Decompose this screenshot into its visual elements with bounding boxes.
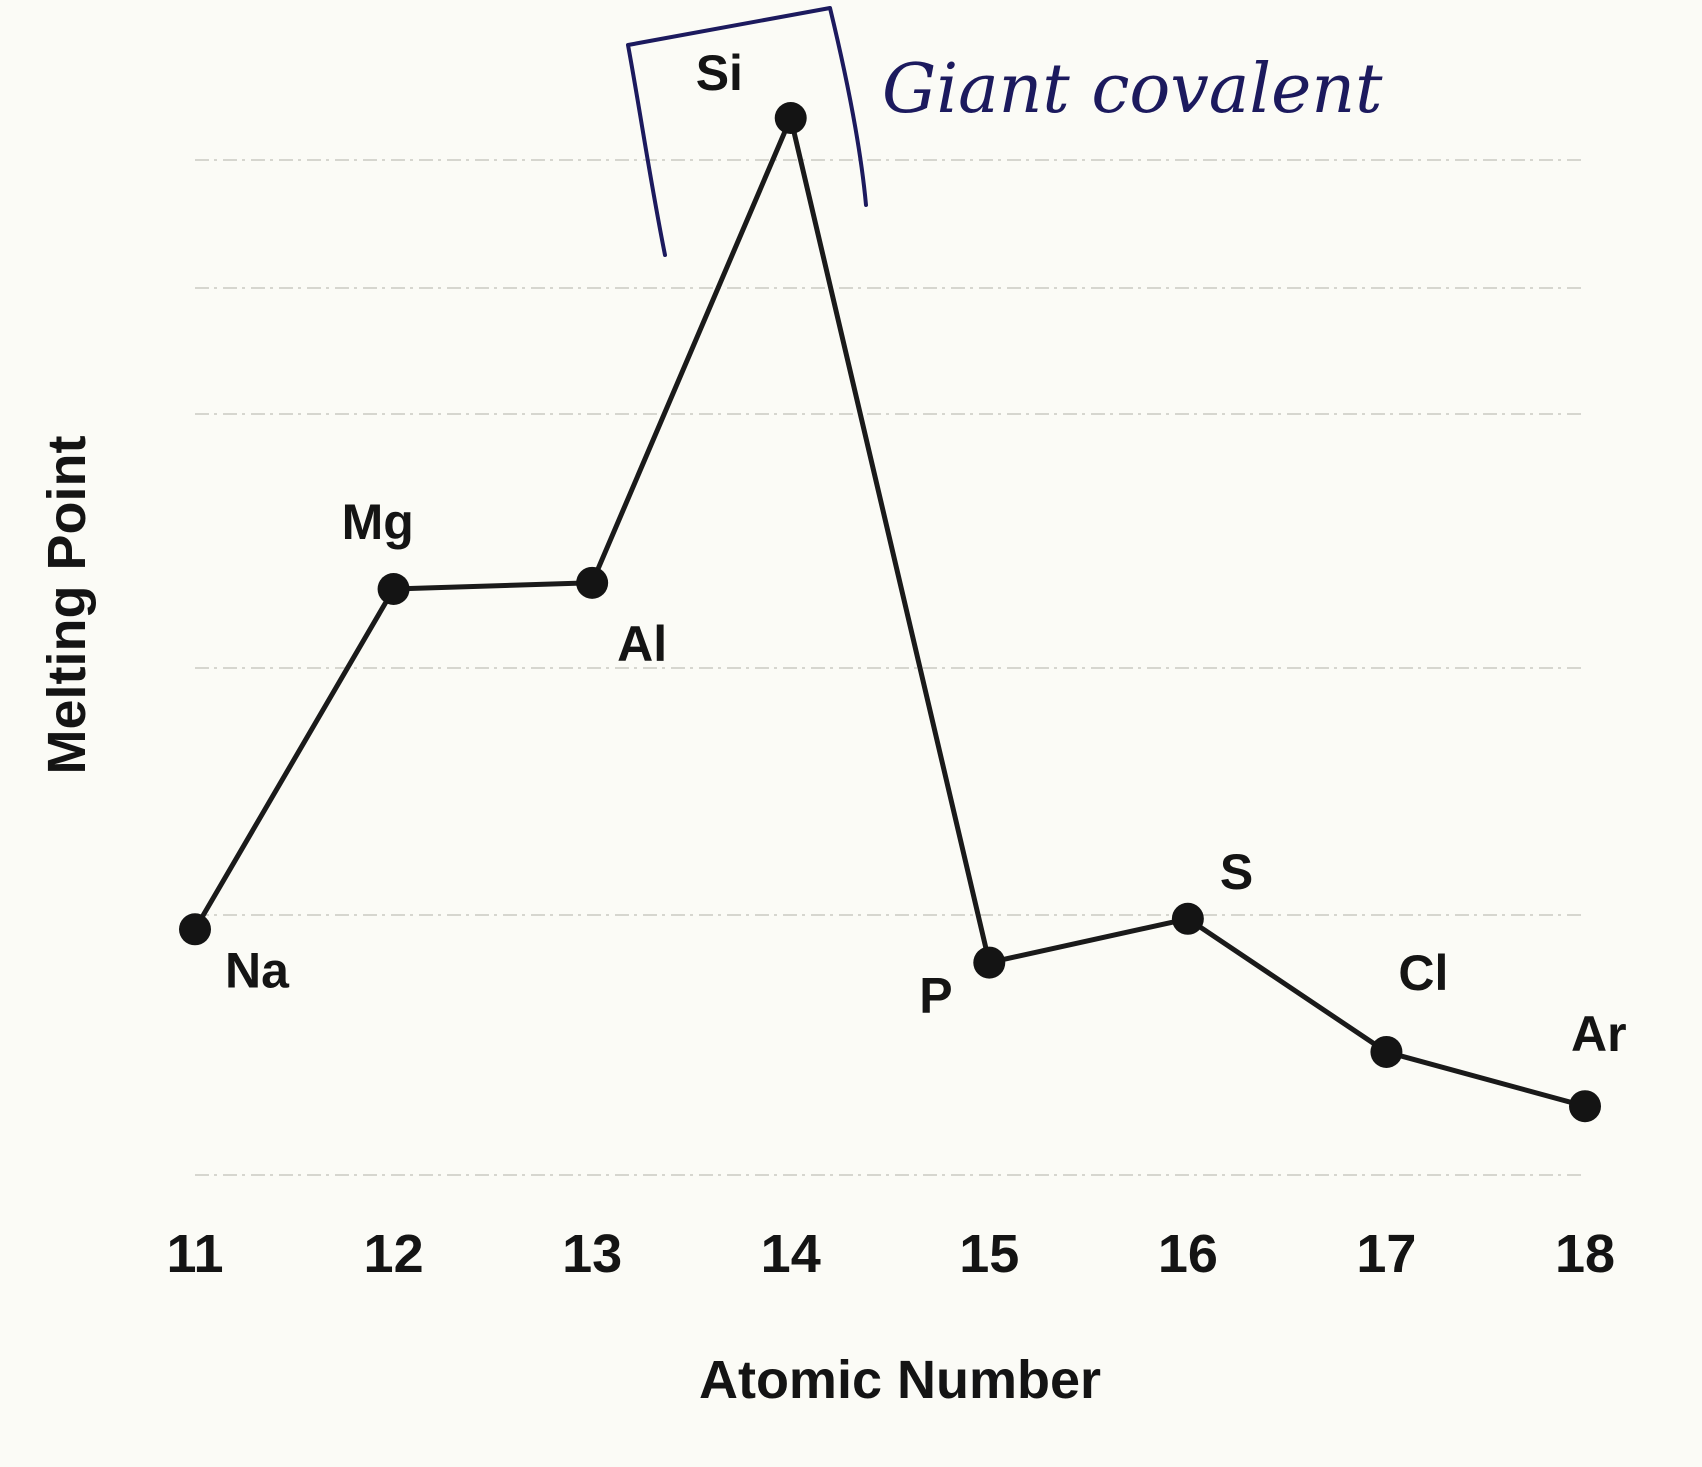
x-axis-label: Atomic Number	[699, 1350, 1101, 1410]
x-tick-labels: 11 12 13 14 15 16 17 18	[166, 1224, 1615, 1284]
data-point-al	[576, 566, 609, 599]
data-point-si	[774, 102, 807, 135]
x-tick-label: 12	[364, 1224, 424, 1284]
point-label-s: S	[1220, 844, 1253, 900]
x-tick-label: 17	[1356, 1224, 1416, 1284]
annotation-bracket	[626, 6, 868, 257]
y-axis-label: Melting Point	[37, 436, 97, 775]
point-label-cl: Cl	[1398, 945, 1448, 1001]
series-line	[192, 115, 1586, 1109]
x-tick-label: 14	[761, 1224, 821, 1284]
data-point-p	[973, 946, 1006, 979]
point-label-al: Al	[617, 616, 667, 672]
point-label-mg: Mg	[342, 494, 414, 550]
annotation: Giant covalent	[626, 6, 1383, 257]
annotation-text: Giant covalent	[882, 50, 1383, 129]
point-label-ar: Ar	[1571, 1006, 1627, 1062]
x-tick-label: 18	[1555, 1224, 1615, 1284]
data-point-mg	[377, 572, 410, 605]
gridlines	[195, 159, 1585, 1176]
x-tick-label: 13	[562, 1224, 622, 1284]
x-tick-label: 11	[166, 1224, 223, 1284]
data-point-s	[1171, 902, 1204, 935]
data-points	[179, 102, 1601, 1123]
point-label-si: Si	[696, 45, 743, 101]
point-label-p: P	[919, 968, 952, 1024]
data-point-cl	[1370, 1035, 1403, 1068]
x-tick-label: 15	[959, 1224, 1019, 1284]
x-tick-label: 16	[1158, 1224, 1218, 1284]
data-point-ar	[1569, 1090, 1601, 1123]
point-labels: Na Mg Al Si P S Cl Ar	[225, 45, 1627, 1062]
data-point-na	[179, 913, 211, 946]
point-label-na: Na	[225, 942, 290, 998]
